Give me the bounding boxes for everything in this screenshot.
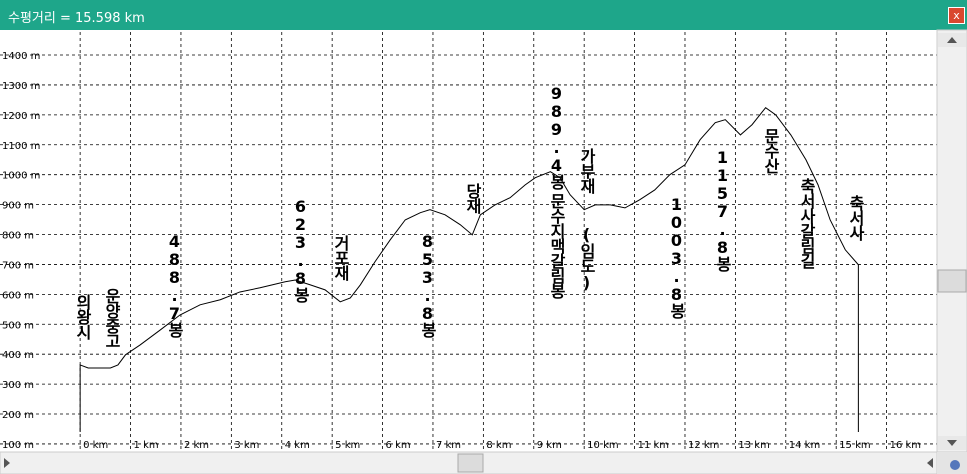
- x-tick-label: 13 km: [738, 440, 769, 451]
- x-tick-label: 6 km: [386, 440, 411, 451]
- y-tick-label: 700 m: [2, 260, 34, 271]
- x-tick-label: 3 km: [234, 440, 259, 451]
- y-tick-label: 1400 m: [2, 51, 40, 62]
- vertical-scrollbar[interactable]: [936, 29, 967, 453]
- x-tick-label: 1 km: [134, 440, 159, 451]
- point-annotation: 1157.8봉: [713, 148, 732, 271]
- x-tick-label: 0 km: [83, 440, 108, 451]
- y-tick-label: 1000 m: [2, 171, 40, 182]
- x-tick-label: 11 km: [638, 440, 669, 451]
- point-annotation: 623.8봉: [291, 197, 310, 302]
- x-tick-label: 10 km: [587, 440, 618, 451]
- plot-area: [0, 30, 937, 452]
- x-tick-label: 14 km: [789, 440, 820, 451]
- point-annotation: 989.4봉: [547, 84, 566, 189]
- point-annotation: 488.7봉: [165, 232, 184, 337]
- point-annotation: 축서사: [846, 195, 865, 240]
- point-annotation: 의왕시: [73, 294, 92, 339]
- point-annotation: 문수지맥갈림봉: [547, 193, 566, 298]
- x-tick-label: 15 km: [839, 440, 870, 451]
- y-tick-label: 400 m: [2, 350, 34, 361]
- x-tick-label: 5 km: [335, 440, 360, 451]
- y-tick-label: 900 m: [2, 201, 34, 212]
- point-annotation: 축서사갈림길: [797, 178, 816, 268]
- point-annotation: 운양중고: [102, 288, 121, 348]
- x-tick-label: 9 km: [537, 440, 562, 451]
- point-annotation: 1003.8봉: [667, 195, 686, 318]
- point-annotation: 가부재: [577, 148, 596, 193]
- y-tick-label: 800 m: [2, 231, 34, 242]
- x-tick-label: 16 km: [890, 440, 921, 451]
- point-annotation: (임도): [577, 225, 596, 291]
- elevation-line: [79, 107, 859, 432]
- x-tick-label: 7 km: [436, 440, 461, 451]
- x-tick-label: 8 km: [486, 440, 511, 451]
- y-tick-label: 600 m: [2, 290, 34, 301]
- y-tick-label: 500 m: [2, 320, 34, 331]
- close-button[interactable]: x: [948, 7, 965, 24]
- point-annotation: 당재: [463, 183, 482, 213]
- y-tick-label: 1300 m: [2, 81, 40, 92]
- point-annotation: 문수산: [761, 128, 780, 173]
- horizontal-scrollbar[interactable]: [0, 451, 967, 474]
- point-annotation: 거포재: [331, 235, 350, 280]
- y-tick-label: 1200 m: [2, 111, 40, 122]
- y-tick-label: 100 m: [2, 440, 34, 451]
- title-bar: 수평거리 = 15.598 km x: [0, 0, 967, 30]
- point-annotation: 853.8봉: [418, 232, 437, 337]
- y-tick-label: 200 m: [2, 410, 34, 421]
- y-tick-label: 300 m: [2, 380, 34, 391]
- window-title: 수평거리 = 15.598 km: [8, 11, 145, 26]
- y-tick-label: 1100 m: [2, 141, 40, 152]
- x-tick-label: 12 km: [688, 440, 719, 451]
- x-tick-label: 2 km: [184, 440, 209, 451]
- x-tick-label: 4 km: [285, 440, 310, 451]
